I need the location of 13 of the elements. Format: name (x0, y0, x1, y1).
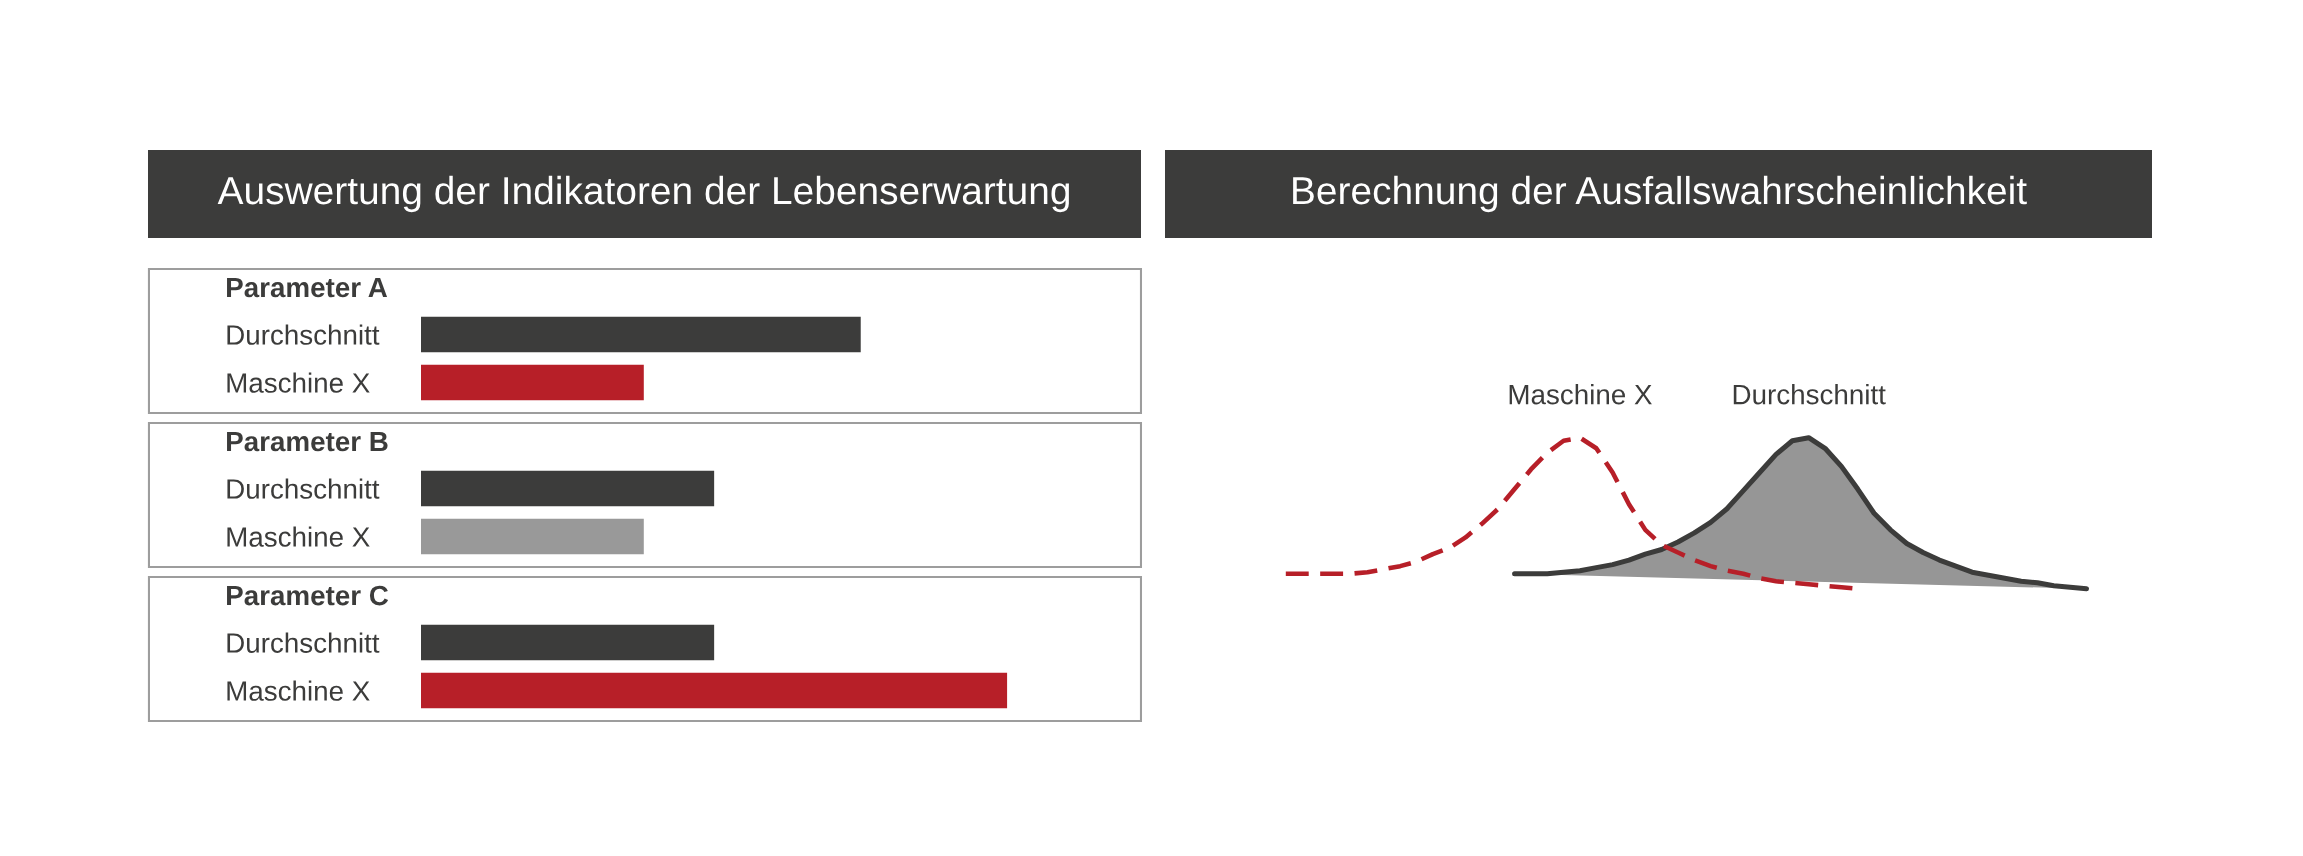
y-tick-label: Maschine X (227, 680, 370, 701)
y-tick-label: Durchschnitt (227, 324, 380, 345)
chart-title: Auswertung der Indikatoren der Lebenserwartung (217, 175, 1069, 213)
text: Parameter C (227, 585, 389, 606)
y-tick-label: Maschine X (227, 526, 370, 547)
text: Parameter A (227, 277, 388, 298)
series-label: Maschine X (1509, 384, 1652, 405)
y-tick-label: Maschine X (227, 372, 370, 393)
chart-title: Berechnung der Ausfallswahrscheinlichkeit (1293, 175, 2027, 213)
y-tick-label: Durchschnitt (227, 478, 380, 499)
text: Parameter B (227, 431, 388, 452)
series-label: Durchschnitt (1733, 384, 1886, 405)
y-tick-label: Durchschnitt (227, 632, 380, 653)
